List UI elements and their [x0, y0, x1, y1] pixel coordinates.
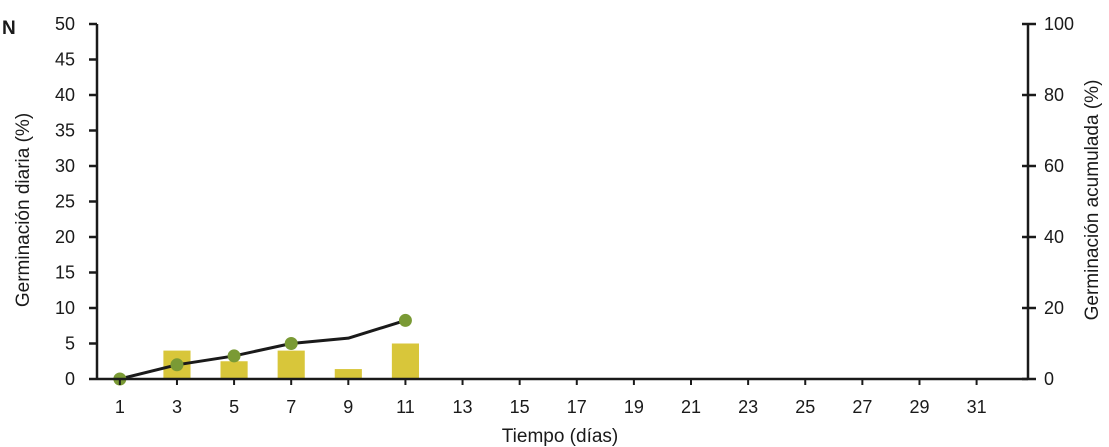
daily-germination-bars [163, 343, 419, 379]
x-ticks: 1 3 5 7 9 11 13 15 17 19 21 23 25 27 29 31 [115, 379, 987, 417]
x-axis-label: Tiempo (días) [502, 426, 619, 447]
x-tick-label: 25 [795, 397, 815, 417]
cumulative-germination-line-group [113, 313, 412, 386]
right-y-tick-label: 40 [1044, 227, 1064, 247]
right-y-tick-label: 100 [1044, 14, 1074, 34]
x-tick-label: 9 [343, 397, 353, 417]
daily-germination-bar [220, 361, 248, 379]
x-tick-label: 19 [624, 397, 644, 417]
x-tick-label: 23 [738, 397, 758, 417]
cumulative-germination-point [227, 349, 241, 363]
x-tick-label: 1 [115, 397, 125, 417]
x-tick-label: 21 [681, 397, 701, 417]
left-y-tick-label: 25 [55, 192, 75, 212]
right-y-axis-label: Germinación acumulada (%) [1082, 80, 1103, 321]
right-y-tick-label: 60 [1044, 156, 1064, 176]
x-tick-label: 29 [909, 397, 929, 417]
daily-germination-bar [277, 350, 305, 379]
x-tick-label: 7 [286, 397, 296, 417]
left-y-ticks: 0 5 10 15 20 25 30 35 40 45 50 [55, 14, 97, 389]
daily-germination-bar [334, 369, 362, 379]
x-tick-label: 27 [852, 397, 872, 417]
x-tick-label: 31 [967, 397, 987, 417]
left-y-tick-label: 0 [65, 369, 75, 389]
x-tick-label: 17 [567, 397, 587, 417]
left-y-tick-label: 5 [65, 334, 75, 354]
left-y-tick-label: 45 [55, 50, 75, 70]
right-y-tick-label: 0 [1044, 369, 1054, 389]
x-tick-label: 13 [453, 397, 473, 417]
cumulative-germination-line [119, 318, 406, 381]
left-y-axis-label: Germinación diaria (%) [13, 113, 34, 307]
left-y-tick-label: 50 [55, 14, 75, 34]
left-y-tick-label: 40 [55, 85, 75, 105]
right-y-tick-label: 20 [1044, 298, 1064, 318]
x-tick-label: 5 [229, 397, 239, 417]
left-y-tick-label: 20 [55, 227, 75, 247]
panel-label: N [2, 18, 16, 39]
left-y-tick-label: 30 [55, 156, 75, 176]
x-tick-label: 15 [510, 397, 530, 417]
daily-germination-bar [391, 343, 419, 379]
left-y-tick-label: 15 [55, 263, 75, 283]
cumulative-germination-point [398, 313, 412, 327]
cumulative-germination-point [170, 358, 184, 372]
x-tick-label: 3 [172, 397, 182, 417]
x-tick-label: 11 [396, 397, 415, 417]
left-y-tick-label: 35 [55, 121, 75, 141]
right-y-ticks: 0 20 40 60 80 100 [1022, 14, 1074, 389]
cumulative-germination-point [284, 337, 298, 350]
left-y-tick-label: 10 [55, 298, 75, 318]
right-y-tick-label: 80 [1044, 85, 1064, 105]
